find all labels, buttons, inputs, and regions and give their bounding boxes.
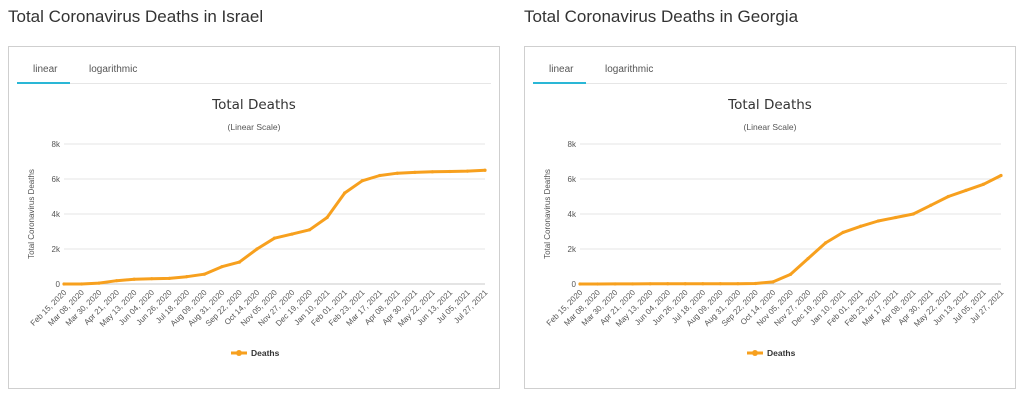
data-point: [595, 282, 600, 286]
data-point: [150, 277, 154, 281]
y-tick-label: 6k: [568, 175, 577, 184]
data-point: [430, 170, 434, 174]
tab-linear[interactable]: linear: [33, 64, 58, 75]
data-point: [771, 280, 775, 284]
data-point: [167, 276, 171, 280]
data-point: [272, 236, 277, 240]
data-point: [307, 228, 312, 232]
data-point: [448, 169, 452, 174]
data-point: [788, 272, 793, 276]
y-tick-label: 6k: [52, 175, 61, 184]
legend-marker: [752, 350, 758, 356]
data-point: [964, 188, 968, 192]
panel-heading: Total Coronavirus Deaths in Israel: [8, 7, 264, 26]
data-point: [946, 194, 950, 199]
y-axis-label: Total Coronavirus Deaths: [543, 169, 552, 259]
y-axis-label: Total Coronavirus Deaths: [27, 169, 36, 259]
active-tab-indicator: [533, 82, 586, 84]
tab-divider: [17, 83, 491, 84]
y-tick-label: 8k: [568, 140, 577, 149]
tab-logarithmic[interactable]: logarithmic: [605, 64, 654, 75]
data-point: [290, 232, 294, 236]
y-tick-label: 2k: [568, 245, 577, 254]
panel-heading: Total Coronavirus Deaths in Georgia: [524, 7, 799, 26]
legend-label: Deaths: [251, 348, 280, 358]
legend-marker: [236, 350, 242, 356]
data-point: [701, 282, 705, 286]
series-line-deaths: [578, 174, 1003, 286]
data-point: [465, 169, 470, 173]
data-point: [97, 281, 101, 285]
data-point: [666, 282, 670, 286]
y-tick-label: 4k: [568, 210, 577, 219]
active-tab-indicator: [17, 82, 70, 84]
data-point: [343, 191, 347, 195]
data-point: [613, 282, 617, 286]
data-point: [981, 182, 986, 186]
chart-subtitle: (Linear Scale): [744, 122, 797, 132]
data-point: [911, 212, 915, 216]
data-point: [929, 203, 933, 207]
deaths-chart: Total Deaths (Linear Scale) 0 2k 4k 6k 8k Total…: [27, 97, 490, 358]
data-point: [859, 224, 863, 228]
data-point: [841, 230, 845, 234]
data-point: [62, 282, 66, 286]
data-point: [483, 168, 487, 172]
y-tick-label: 0: [56, 280, 61, 289]
panel-georgia: Total Coronavirus Deaths in Georgia line…: [524, 0, 1024, 404]
tab-divider: [533, 83, 1007, 84]
data-point: [255, 247, 259, 251]
deaths-chart: Total Deaths (Linear Scale) 0 2k 4k 6k 8k Total…: [543, 97, 1006, 358]
chart-card: linear logarithmic Total Deaths (Linear S…: [8, 46, 500, 389]
series-line-deaths: [62, 168, 487, 286]
data-point: [360, 179, 364, 183]
data-point: [132, 277, 136, 281]
data-point: [823, 241, 828, 245]
y-tick-label: 4k: [52, 210, 61, 219]
chart-title: Total Deaths: [727, 97, 812, 113]
legend-label: Deaths: [767, 348, 796, 358]
data-point: [578, 282, 582, 286]
data-point: [378, 173, 382, 178]
tab-logarithmic[interactable]: logarithmic: [89, 64, 138, 75]
chart-card: linear logarithmic Total Deaths (Linear S…: [524, 46, 1016, 389]
data-point: [79, 282, 84, 286]
data-point: [185, 275, 189, 279]
data-point: [999, 173, 1003, 178]
data-point: [736, 282, 740, 286]
chart-title: Total Deaths: [211, 97, 296, 113]
tab-linear[interactable]: linear: [549, 64, 574, 75]
data-point: [876, 219, 880, 223]
data-point: [202, 272, 206, 276]
data-point: [718, 282, 722, 286]
data-point: [115, 279, 119, 283]
data-point: [237, 260, 242, 264]
y-tick-label: 0: [572, 280, 577, 289]
data-point: [753, 281, 758, 286]
data-point: [631, 282, 635, 286]
data-point: [413, 170, 417, 174]
panel-israel: Total Coronavirus Deaths in Israel linea…: [8, 0, 508, 404]
data-point: [395, 171, 399, 175]
data-point: [648, 282, 652, 286]
data-point: [894, 215, 898, 220]
y-tick-label: 8k: [52, 140, 61, 149]
data-point: [220, 265, 224, 269]
y-tick-label: 2k: [52, 245, 61, 254]
data-point: [325, 215, 329, 220]
data-point: [683, 282, 687, 286]
data-point: [806, 257, 810, 261]
chart-subtitle: (Linear Scale): [228, 122, 281, 132]
